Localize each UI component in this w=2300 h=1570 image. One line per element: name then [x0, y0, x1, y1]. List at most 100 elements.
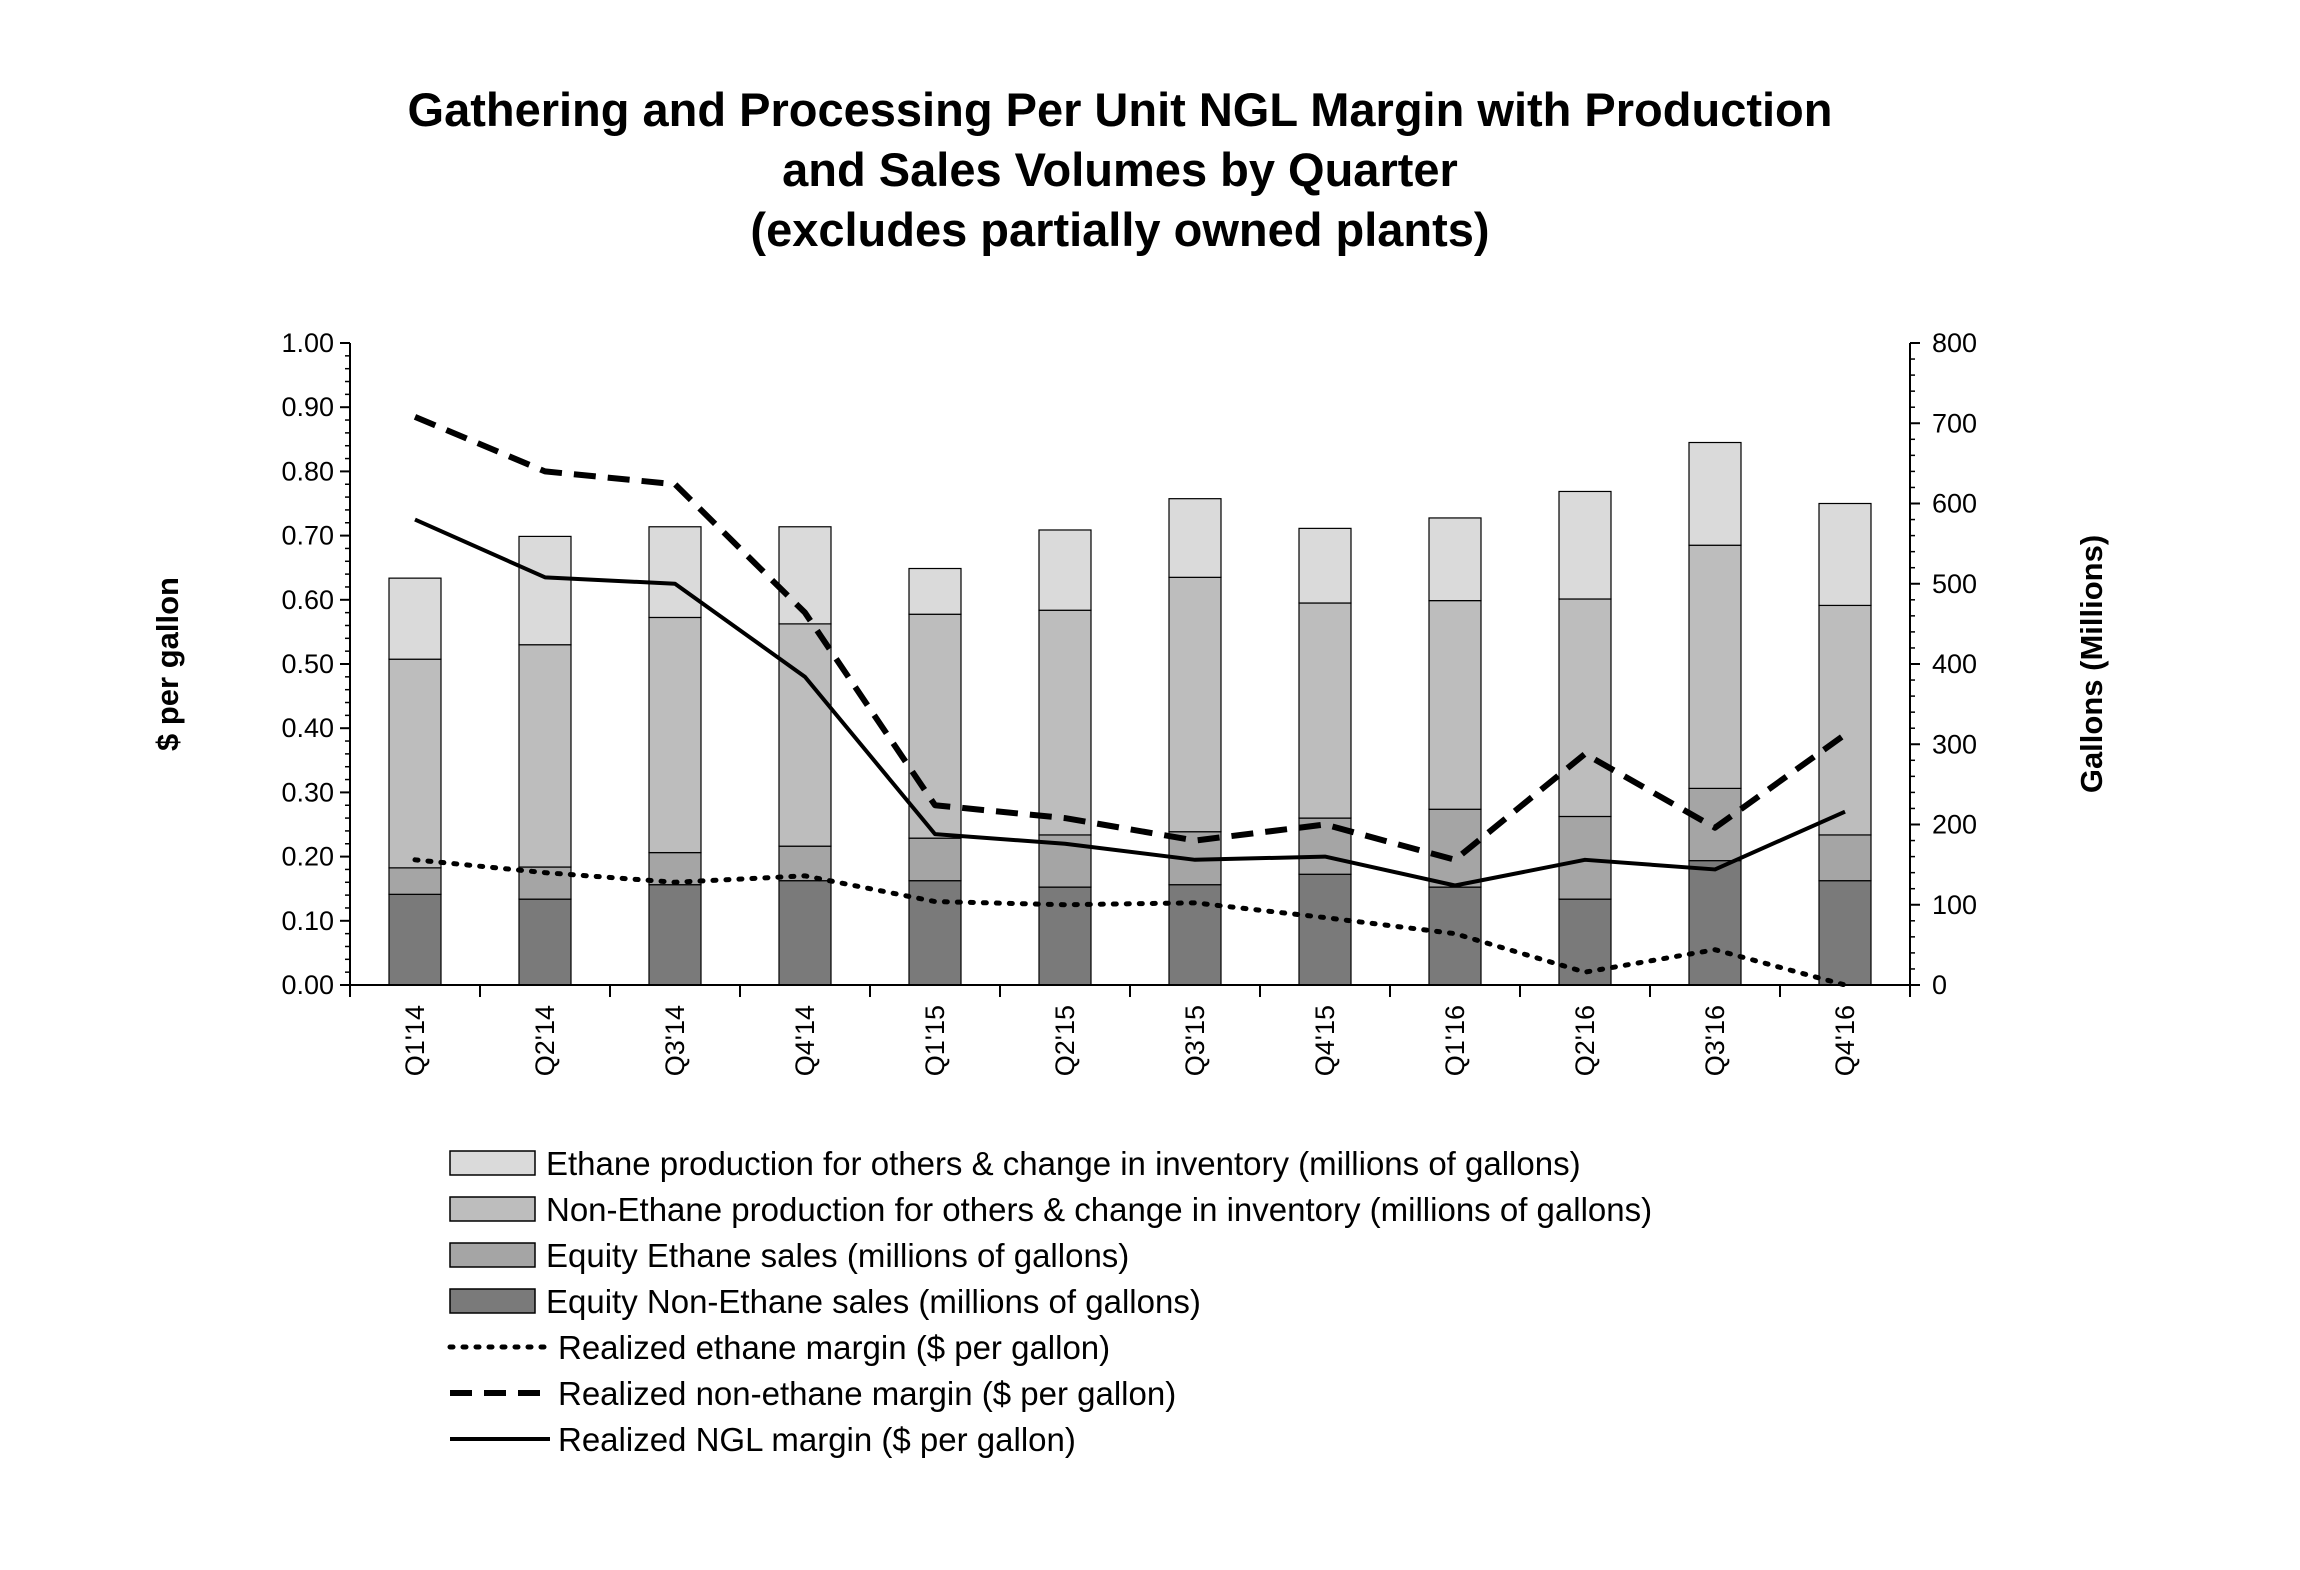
legend-item: Realized NGL margin ($ per gallon) — [450, 1421, 1076, 1458]
legend-item: Ethane production for others & change in… — [449, 1145, 1581, 1182]
x-tick-label: Q4'16 — [1830, 1005, 1860, 1076]
bar-segment-2-10 — [1688, 544, 1742, 789]
right-tick-label: 600 — [1932, 489, 1977, 519]
bar-segment-3-1 — [518, 535, 572, 646]
x-tick-label: Q3'14 — [660, 1005, 690, 1076]
bar-segment-2-1 — [518, 644, 572, 868]
bar-segment-2-9 — [1558, 598, 1612, 818]
chart-title-line-2: and Sales Volumes by Quarter — [782, 143, 1458, 196]
legend-label: Equity Non-Ethane sales (millions of gal… — [546, 1283, 1201, 1320]
left-tick-label: 0.20 — [281, 842, 334, 872]
right-tick-label: 400 — [1932, 649, 1977, 679]
axes-layer: 0.00 0.10 0.20 0.30 0.40 0.50 0.60 0.70 0.80 0.90… — [150, 328, 2109, 1076]
bar-segment-2-11 — [1818, 604, 1872, 836]
legend-swatch — [449, 1150, 536, 1176]
line-series-dashed — [413, 414, 1847, 863]
x-tick-label: Q1'15 — [920, 1005, 950, 1076]
left-tick-label: 0.60 — [281, 585, 334, 615]
legend-item: Realized non-ethane margin ($ per gallon… — [450, 1375, 1176, 1412]
x-tick-label: Q4'14 — [790, 1005, 820, 1076]
legend-label: Equity Ethane sales (millions of gallons… — [546, 1237, 1129, 1274]
bar-segment-0-11 — [1818, 880, 1872, 986]
legend-item: Non-Ethane production for others & chang… — [449, 1191, 1652, 1228]
right-tick-label: 700 — [1932, 408, 1977, 438]
chart-title: Gathering and Processing Per Unit NGL Ma… — [0, 80, 2240, 260]
legend-item: Equity Non-Ethane sales (millions of gal… — [449, 1283, 1201, 1320]
bar-segment-0-10 — [1688, 860, 1742, 986]
lines-layer — [412, 414, 1848, 988]
bar-segment-1-11 — [1818, 834, 1872, 882]
bar-segment-3-10 — [1688, 441, 1742, 546]
bar-segment-0-8 — [1428, 886, 1482, 986]
bar-segment-3-4 — [908, 567, 962, 615]
left-tick-label: 0.10 — [281, 906, 334, 936]
left-tick-label: 0.90 — [281, 392, 334, 422]
x-tick-label: Q3'15 — [1180, 1005, 1210, 1076]
right-tick-label: 800 — [1932, 328, 1977, 358]
bar-segment-0-1 — [518, 898, 572, 986]
bar-segment-2-8 — [1428, 600, 1482, 810]
bar-segment-3-6 — [1168, 498, 1222, 578]
left-axis-title: $ per gallon — [150, 577, 185, 751]
line-series-solid — [414, 517, 1846, 888]
bar-segment-3-2 — [648, 526, 702, 619]
bar-segment-2-3 — [778, 623, 832, 847]
bar-segment-2-0 — [388, 658, 442, 869]
right-tick-label: 200 — [1932, 810, 1977, 840]
x-tick-label: Q2'14 — [530, 1005, 560, 1076]
chart-title-line-3: (excludes partially owned plants) — [750, 203, 1490, 256]
x-tick-label: Q3'16 — [1700, 1005, 1730, 1076]
x-tick-label: Q4'15 — [1310, 1005, 1340, 1076]
right-tick-label: 0 — [1932, 970, 1947, 1000]
right-tick-label: 100 — [1932, 890, 1977, 920]
legend-swatch — [449, 1196, 536, 1222]
bar-segment-3-5 — [1038, 529, 1092, 611]
line-series-dotted — [412, 857, 1848, 988]
bar-segment-3-11 — [1818, 502, 1872, 607]
left-tick-label: 0.30 — [281, 777, 334, 807]
right-tick-label: 500 — [1932, 569, 1977, 599]
right-tick-label: 300 — [1932, 729, 1977, 759]
bar-segment-3-3 — [778, 526, 832, 625]
legend-swatch — [449, 1288, 536, 1314]
bar-segment-3-7 — [1298, 527, 1352, 604]
bar-segment-0-3 — [778, 880, 832, 986]
legend-swatch — [449, 1242, 536, 1268]
bar-segment-0-7 — [1298, 873, 1352, 986]
left-tick-label: 0.50 — [281, 649, 334, 679]
bar-segment-0-0 — [388, 893, 442, 986]
legend-label: Non-Ethane production for others & chang… — [546, 1191, 1652, 1228]
right-axis-title: Gallons (Millions) — [2074, 535, 2109, 793]
bar-segment-2-6 — [1168, 576, 1222, 833]
x-tick-label: Q1'14 — [400, 1005, 430, 1076]
bar-segment-1-0 — [388, 867, 442, 895]
bar-segment-2-2 — [648, 616, 702, 854]
bars-layer — [388, 441, 1872, 986]
bar-segment-0-5 — [1038, 886, 1092, 986]
legend-label: Ethane production for others & change in… — [546, 1145, 1581, 1182]
left-tick-label: 0.80 — [281, 456, 334, 486]
chart-title-line-1: Gathering and Processing Per Unit NGL Ma… — [407, 83, 1833, 136]
bar-segment-2-5 — [1038, 609, 1092, 836]
bar-segment-0-4 — [908, 880, 962, 986]
bar-segment-0-6 — [1168, 884, 1222, 986]
bar-segment-2-7 — [1298, 602, 1352, 819]
left-tick-label: 1.00 — [281, 328, 334, 358]
left-tick-label: 0.00 — [281, 970, 334, 1000]
legend-label: Realized non-ethane margin ($ per gallon… — [558, 1375, 1176, 1412]
x-tick-label: Q2'16 — [1570, 1005, 1600, 1076]
legend-layer: Ethane production for others & change in… — [447, 1145, 1652, 1458]
legend-label: Realized ethane margin ($ per gallon) — [558, 1329, 1110, 1366]
legend-item: Equity Ethane sales (millions of gallons… — [449, 1237, 1129, 1274]
bar-segment-3-0 — [388, 577, 442, 660]
legend-item: Realized ethane margin ($ per gallon) — [447, 1329, 1110, 1366]
bar-segment-3-8 — [1428, 517, 1482, 602]
left-tick-label: 0.40 — [281, 713, 334, 743]
bar-segment-1-4 — [908, 837, 962, 882]
bar-segment-3-9 — [1558, 490, 1612, 600]
left-tick-label: 0.70 — [281, 521, 334, 551]
legend-label: Realized NGL margin ($ per gallon) — [558, 1421, 1076, 1458]
bar-segment-1-9 — [1558, 815, 1612, 900]
bar-segment-0-2 — [648, 884, 702, 986]
